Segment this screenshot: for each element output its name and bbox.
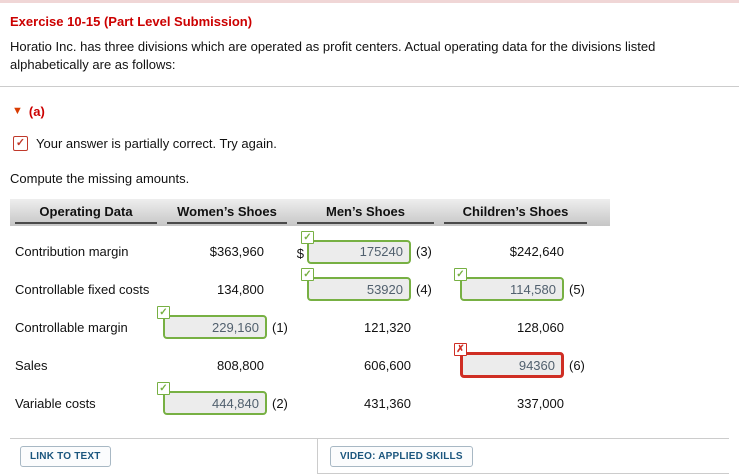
col-header-mens-shoes: Men’s Shoes xyxy=(297,202,434,225)
answer-input-2[interactable] xyxy=(163,391,267,416)
operating-data-table: Operating Data Women’s Shoes Men’s Shoes… xyxy=(10,199,610,422)
row-controllable-margin: Controllable margin ✓ (1) 121,320 128,06… xyxy=(10,306,610,346)
incorrect-x-icon: ✗ xyxy=(454,343,467,357)
answer-input-3[interactable] xyxy=(307,239,411,264)
instruction-text: Compute the missing amounts. xyxy=(10,171,190,187)
footer: LINK TO TEXT VIDEO: APPLIED SKILLS xyxy=(10,438,729,474)
table-header-row: Operating Data Women’s Shoes Men’s Shoes… xyxy=(10,199,610,227)
cell-value: 121,320 xyxy=(364,319,411,335)
row-label: Variable costs xyxy=(15,395,96,411)
divider xyxy=(0,86,739,88)
partially-correct-icon: ✓ xyxy=(13,136,28,152)
cell-value: 337,000 xyxy=(517,395,564,411)
correct-check-icon: ✓ xyxy=(301,268,314,282)
section-a-label: (a) xyxy=(28,104,45,120)
row-label: Controllable fixed costs xyxy=(15,281,150,297)
section-a-header[interactable]: ▼ (a) xyxy=(12,104,729,119)
answer-input-1[interactable] xyxy=(163,315,267,340)
col-header-spacer xyxy=(592,199,610,227)
cell-value: $363,960 xyxy=(209,244,264,260)
col-header-operating-data: Operating Data xyxy=(15,202,157,225)
link-to-text-button[interactable]: LINK TO TEXT xyxy=(20,446,111,468)
exercise-title: Exercise 10-15 (Part Level Submission) xyxy=(10,14,253,29)
footer-right-cell: VIDEO: APPLIED SKILLS xyxy=(318,439,729,474)
cell-value: 808,800 xyxy=(217,357,264,373)
answer-number-label: (5) xyxy=(569,281,585,297)
answer-number-label: (6) xyxy=(569,357,585,373)
correct-check-icon: ✓ xyxy=(454,268,467,282)
answer-number-label: (4) xyxy=(416,281,432,297)
row-label: Controllable margin xyxy=(15,319,128,335)
row-sales: Sales 808,800 606,600 ✗ (6) xyxy=(10,343,610,384)
page: Exercise 10-15 (Part Level Submission) H… xyxy=(0,3,739,474)
dollar-prefix: $ xyxy=(296,245,304,261)
cell-value: $242,640 xyxy=(509,244,564,260)
exercise-description: Horatio Inc. has three divisions which a… xyxy=(10,39,656,72)
top-chrome-strip xyxy=(0,0,739,3)
row-label: Contribution margin xyxy=(15,244,129,260)
correct-check-icon: ✓ xyxy=(157,382,170,396)
answer-input-5[interactable] xyxy=(460,277,564,302)
answer-number-label: (1) xyxy=(272,319,288,335)
row-controllable-fixed-costs: Controllable fixed costs 134,800 ✓ (4) ✓… xyxy=(10,268,610,308)
collapse-triangle-icon[interactable]: ▼ xyxy=(12,105,23,118)
col-header-womens-shoes: Women’s Shoes xyxy=(167,202,287,225)
cell-value: 134,800 xyxy=(217,281,264,297)
row-label: Sales xyxy=(15,357,48,373)
footer-left-cell: LINK TO TEXT xyxy=(10,439,318,474)
row-contribution-margin: Contribution margin $363,960 $ ✓ (3) $24… xyxy=(10,226,610,270)
row-variable-costs: Variable costs ✓ (2) 431,360 337,000 xyxy=(10,382,610,422)
cell-value: 128,060 xyxy=(517,319,564,335)
cell-value: 431,360 xyxy=(364,395,411,411)
video-applied-skills-button[interactable]: VIDEO: APPLIED SKILLS xyxy=(330,446,473,468)
feedback-text: Your answer is partially correct. Try ag… xyxy=(36,136,277,152)
cell-value: 606,600 xyxy=(364,357,411,373)
col-header-childrens-shoes: Children’s Shoes xyxy=(444,202,587,225)
answer-number-label: (2) xyxy=(272,395,288,411)
answer-input-4[interactable] xyxy=(307,277,411,302)
answer-input-6[interactable] xyxy=(460,352,564,379)
answer-number-label: (3) xyxy=(416,244,432,260)
correct-check-icon: ✓ xyxy=(157,306,170,320)
feedback-row: ✓ Your answer is partially correct. Try … xyxy=(13,136,729,152)
correct-check-icon: ✓ xyxy=(301,230,314,244)
